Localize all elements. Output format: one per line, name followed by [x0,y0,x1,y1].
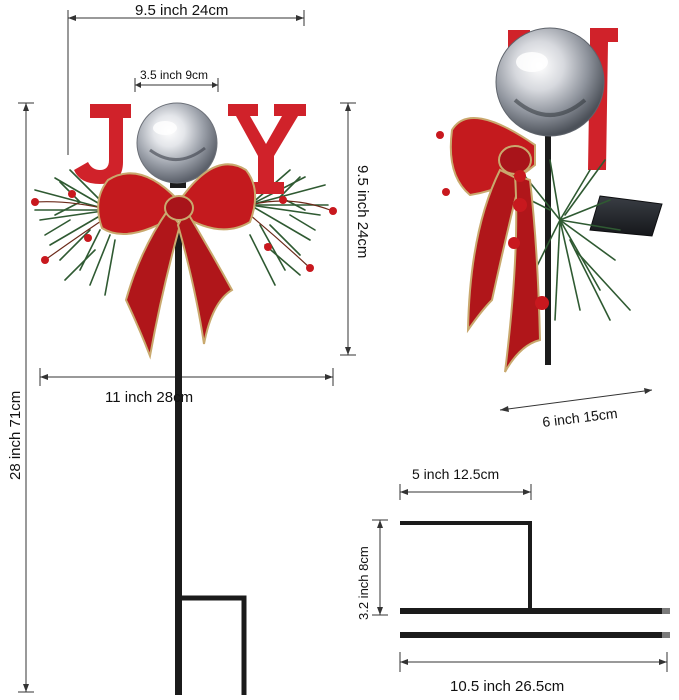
stake-detail [372,484,670,672]
gazing-globe-main [136,102,218,188]
stake-main [175,225,247,695]
dimension-arrows-main [23,15,351,692]
berries-main [31,190,337,272]
red-bow-main [97,163,257,360]
decoration-width-label: 11 inch 28cm [105,389,194,406]
globe-width-label: 3.5 inch 9cm [140,68,209,82]
dimension-lines-main [18,10,356,693]
stake-foot-width-label: 5 inch 12.5cm [412,466,500,482]
top-width-label: 9.5 inch 24cm [135,2,229,19]
stake-rod-length-label: 10.5 inch 26.5cm [450,678,565,695]
joy-letters-main [74,104,306,194]
side-view [436,27,663,412]
